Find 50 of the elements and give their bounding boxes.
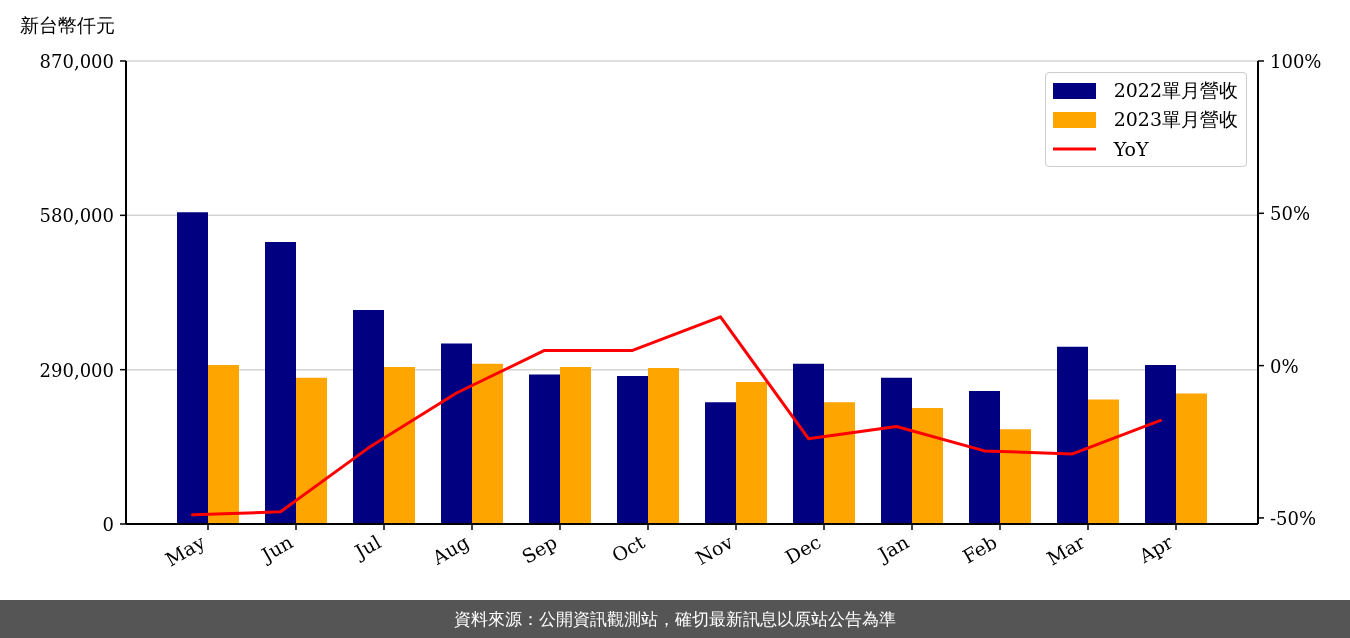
- y2-tick-label: -50%: [1270, 507, 1317, 529]
- bar: [881, 377, 912, 524]
- bar: [1088, 399, 1119, 524]
- y-tick-label: 580,000: [39, 204, 114, 226]
- x-tick-label: Dec: [781, 530, 825, 569]
- x-tick-label: Jun: [256, 530, 297, 567]
- bar: [472, 363, 503, 524]
- bar: [824, 402, 855, 524]
- bar: [1057, 346, 1088, 524]
- bar: [441, 343, 472, 524]
- x-tick-label: Nov: [692, 530, 737, 570]
- x-tick-label: Aug: [427, 530, 473, 570]
- bar: [1000, 429, 1031, 524]
- x-tick-label: Jul: [349, 530, 385, 564]
- x-tick-label: Mar: [1043, 530, 1090, 570]
- legend-label: 2023單月營收: [1113, 106, 1238, 132]
- bar: [1145, 364, 1176, 524]
- y2-tick-label: 50%: [1270, 202, 1311, 224]
- y2-tick-label: 100%: [1270, 50, 1322, 72]
- legend-label: YoY: [1113, 137, 1149, 160]
- x-tick-label: Oct: [608, 530, 649, 567]
- bar: [353, 310, 384, 524]
- x-tick-label: Sep: [518, 530, 561, 569]
- bar: [177, 212, 208, 524]
- bar: [560, 367, 591, 524]
- bar: [529, 374, 560, 524]
- bar: [265, 241, 296, 524]
- bar: [969, 390, 1000, 524]
- bar: [912, 407, 943, 524]
- source-note: 資料來源：公開資訊觀測站，確切最新訊息以原站公告為準: [454, 607, 896, 631]
- legend-label: 2022單月營收: [1113, 77, 1238, 103]
- bar: [296, 377, 327, 524]
- bar: [384, 367, 415, 524]
- y2-tick-label: 0%: [1270, 355, 1299, 377]
- bar: [617, 376, 648, 524]
- y-tick-label: 290,000: [39, 359, 114, 381]
- line-series: [191, 315, 1162, 517]
- bar: [648, 368, 679, 524]
- x-tick-label: Jan: [872, 530, 913, 567]
- y-tick-label: 0: [102, 513, 114, 535]
- x-tick-label: Apr: [1134, 530, 1178, 568]
- y-tick-label: 870,000: [39, 50, 114, 72]
- bar: [705, 402, 736, 524]
- x-tick-label: Feb: [958, 530, 1001, 568]
- bar: [208, 364, 239, 524]
- x-tick-label: May: [161, 530, 209, 571]
- bar: [736, 381, 767, 524]
- bar: [793, 363, 824, 524]
- bar: [1176, 393, 1207, 524]
- y-axis-title: 新台幣仟元: [20, 13, 115, 38]
